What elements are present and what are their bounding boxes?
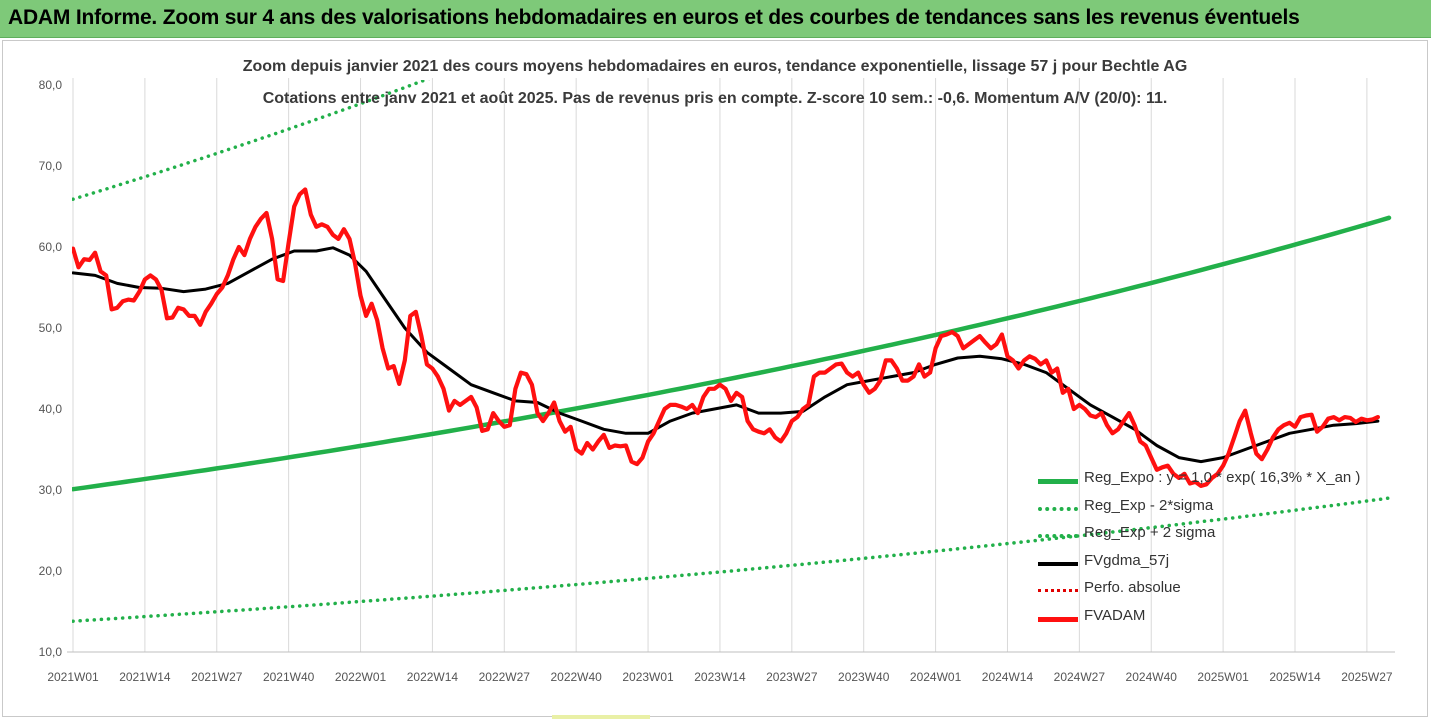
- series-line-3: [72, 246, 1380, 464]
- x-tick-label: 2024W14: [982, 670, 1034, 684]
- legend-label-fvgdma: FVgdma_57j: [1084, 551, 1170, 569]
- legend-label-reg-expo: Reg_Expo : y = 1,0 * exp( 16,3% * X_an ): [1084, 469, 1361, 486]
- legend-item-reg-exp-plus: Reg_Exp + 2 sigma: [1036, 521, 1266, 549]
- x-tick-label: 2024W01: [910, 670, 962, 684]
- x-tick-label: 2023W40: [838, 670, 890, 684]
- y-tick-label: 30,0: [39, 483, 63, 497]
- legend-swatch-perfo: [1038, 589, 1078, 592]
- y-tick-label: 70,0: [39, 159, 63, 173]
- x-tick-label: 2025W27: [1341, 670, 1393, 684]
- report-banner: ADAM Informe. Zoom sur 4 ans des valoris…: [0, 0, 1431, 38]
- banner-title: ADAM Informe. Zoom sur 4 ans des valoris…: [8, 6, 1300, 29]
- x-tick-label: 2024W40: [1126, 670, 1178, 684]
- x-tick-label: 2024W27: [1054, 670, 1106, 684]
- legend-label-fvadam: FVADAM: [1084, 606, 1146, 624]
- x-tick-label: 2022W01: [335, 670, 387, 684]
- y-tick-label: 10,0: [39, 645, 63, 659]
- series-line-1: [72, 496, 1391, 623]
- chart-title: Zoom depuis janvier 2021 des cours moyen…: [242, 58, 1188, 75]
- legend-label-reg-exp-minus: Reg_Exp - 2*sigma: [1084, 496, 1214, 514]
- legend-swatch-reg-exp-plus: [1038, 534, 1078, 538]
- x-tick-label: 2021W01: [47, 670, 99, 684]
- x-tick-label: 2025W01: [1197, 670, 1249, 684]
- legend-label-reg-exp-plus: Reg_Exp + 2 sigma: [1084, 524, 1216, 541]
- chart-frame: [2, 40, 1428, 717]
- x-tick-label: 2021W14: [119, 670, 171, 684]
- legend-item-fvadam: FVADAM: [1036, 604, 1266, 632]
- legend-swatch-fvadam: [1038, 616, 1078, 622]
- legend-item-fvgdma: FVgdma_57j: [1036, 549, 1266, 577]
- y-tick-label: 80,0: [39, 78, 63, 92]
- series-line-5: [72, 187, 1380, 488]
- bottom-highlight: [552, 715, 650, 719]
- y-tick-label: 50,0: [39, 321, 63, 335]
- x-tick-label: 2021W40: [263, 670, 315, 684]
- y-tick-label: 60,0: [39, 240, 63, 254]
- legend-label-perfo: Perfo. absolue: [1084, 579, 1181, 596]
- axis-ticks: 2021W01 2021W14 2021W27 2021W40 2022W01 2022W…: [39, 78, 1395, 684]
- x-tick-label: 2023W27: [766, 670, 818, 684]
- series-line-0: [72, 215, 1392, 492]
- x-tick-label: 2022W40: [550, 670, 602, 684]
- legend-swatch-reg-exp-minus: [1038, 506, 1078, 511]
- legend-item-reg-exp-minus: Reg_Exp - 2*sigma: [1036, 494, 1266, 522]
- series-layer: [72, 80, 1392, 623]
- chart-legend: Reg_Expo : y = 1,0 * exp( 16,3% * X_an )…: [1036, 466, 1360, 632]
- vertical-gridlines: [72, 78, 1368, 652]
- legend-swatch-reg-expo: [1038, 479, 1078, 484]
- x-tick-label: 2023W14: [694, 670, 746, 684]
- y-tick-label: 40,0: [39, 402, 63, 416]
- x-tick-label: 2021W27: [191, 670, 243, 684]
- legend-item-reg-expo: Reg_Expo : y = 1,0 * exp( 16,3% * X_an ): [1036, 466, 1360, 494]
- x-tick-label: 2022W27: [479, 670, 531, 684]
- x-tick-label: 2025W14: [1269, 670, 1321, 684]
- x-tick-label: 2022W14: [407, 670, 459, 684]
- legend-item-perfo: Perfo. absolue: [1036, 576, 1266, 604]
- legend-swatch-fvgdma: [1038, 561, 1078, 566]
- y-tick-label: 20,0: [39, 564, 63, 578]
- chart-subtitle: Cotations entre janv 2021 et août 2025. …: [262, 90, 1168, 107]
- x-tick-label: 2023W01: [622, 670, 674, 684]
